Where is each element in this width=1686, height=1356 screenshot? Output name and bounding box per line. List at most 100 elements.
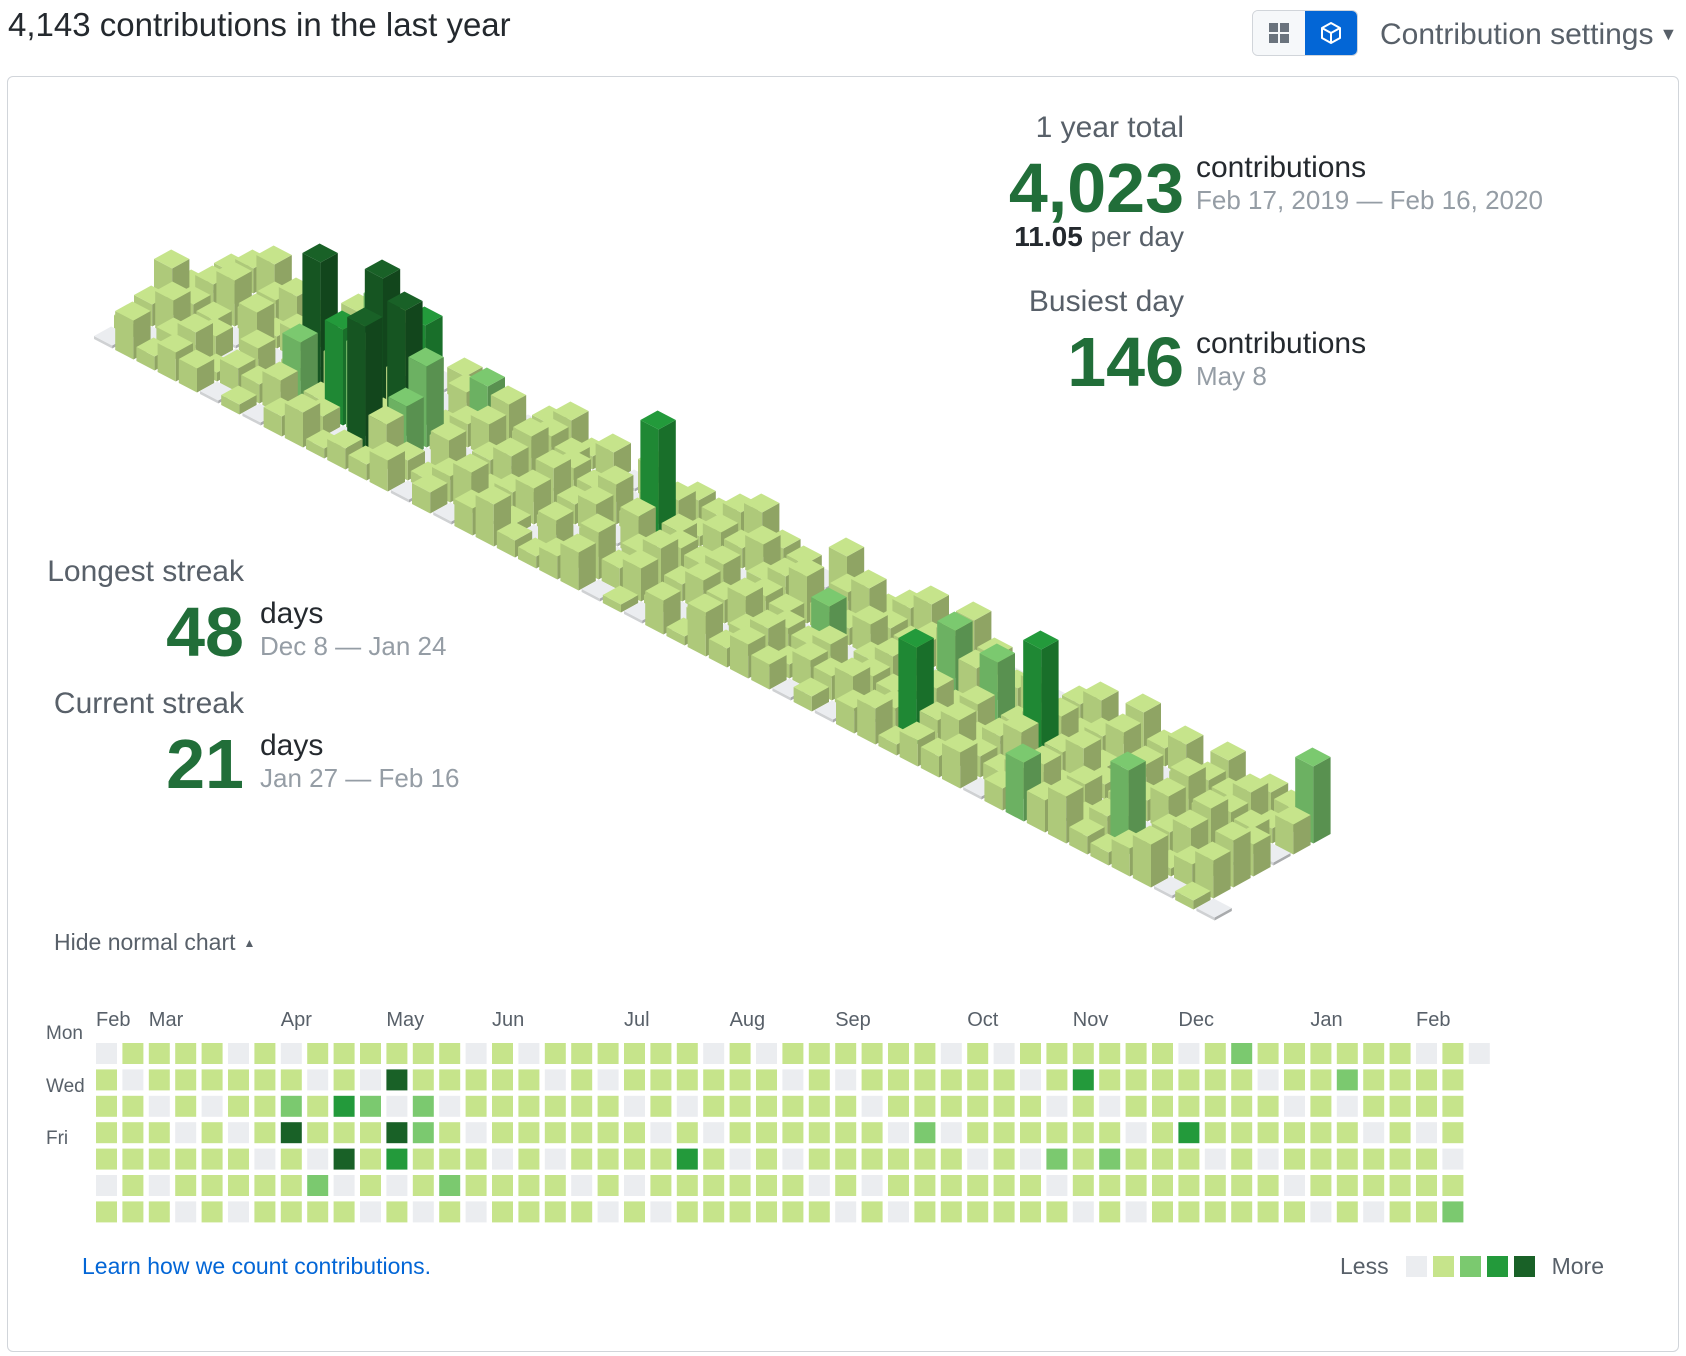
calendar-day-cell[interactable] bbox=[624, 1201, 645, 1223]
calendar-day-cell[interactable] bbox=[1416, 1148, 1437, 1170]
calendar-day-cell[interactable] bbox=[650, 1148, 672, 1170]
calendar-day-cell[interactable] bbox=[1046, 1069, 1068, 1091]
calendar-day-cell[interactable] bbox=[624, 1148, 645, 1170]
calendar-day-cell[interactable] bbox=[1072, 1095, 1094, 1117]
calendar-day-cell[interactable] bbox=[201, 1122, 223, 1144]
calendar-day-cell[interactable] bbox=[439, 1095, 461, 1117]
calendar-day-cell[interactable] bbox=[756, 1095, 777, 1117]
calendar-day-cell[interactable] bbox=[492, 1069, 513, 1091]
calendar-day-cell[interactable] bbox=[1310, 1175, 1332, 1196]
calendar-day-cell[interactable] bbox=[1072, 1148, 1094, 1170]
calendar-day-cell[interactable] bbox=[1389, 1175, 1411, 1196]
calendar-day-cell[interactable] bbox=[940, 1201, 962, 1223]
calendar-day-cell[interactable] bbox=[518, 1069, 540, 1091]
calendar-day-cell[interactable] bbox=[1442, 1201, 1464, 1223]
calendar-day-cell[interactable] bbox=[148, 1095, 170, 1117]
calendar-day-cell[interactable] bbox=[201, 1148, 223, 1170]
calendar-day-cell[interactable] bbox=[1204, 1122, 1226, 1144]
calendar-day-cell[interactable] bbox=[96, 1122, 117, 1144]
calendar-day-cell[interactable] bbox=[148, 1175, 170, 1196]
calendar-day-cell[interactable] bbox=[439, 1148, 461, 1170]
calendar-day-cell[interactable] bbox=[412, 1201, 434, 1223]
calendar-day-cell[interactable] bbox=[518, 1122, 540, 1144]
calendar-day-cell[interactable] bbox=[861, 1148, 883, 1170]
calendar-day-cell[interactable] bbox=[808, 1148, 830, 1170]
calendar-day-cell[interactable] bbox=[1125, 1175, 1147, 1196]
calendar-day-cell[interactable] bbox=[993, 1175, 1015, 1196]
calendar-day-cell[interactable] bbox=[1125, 1095, 1147, 1117]
calendar-day-cell[interactable] bbox=[914, 1095, 936, 1117]
grid-view-button[interactable] bbox=[1253, 11, 1305, 55]
calendar-day-cell[interactable] bbox=[624, 1069, 645, 1091]
calendar-day-cell[interactable] bbox=[914, 1043, 936, 1064]
calendar-day-cell[interactable] bbox=[1310, 1201, 1332, 1223]
calendar-day-cell[interactable] bbox=[571, 1069, 593, 1091]
calendar-day-cell[interactable] bbox=[360, 1175, 381, 1196]
calendar-day-cell[interactable] bbox=[993, 1122, 1015, 1144]
calendar-day-cell[interactable] bbox=[650, 1122, 672, 1144]
calendar-day-cell[interactable] bbox=[1389, 1148, 1411, 1170]
calendar-day-cell[interactable] bbox=[386, 1175, 408, 1196]
calendar-day-cell[interactable] bbox=[1257, 1148, 1279, 1170]
calendar-day-cell[interactable] bbox=[1072, 1201, 1094, 1223]
calendar-day-cell[interactable] bbox=[861, 1122, 883, 1144]
calendar-day-cell[interactable] bbox=[439, 1175, 461, 1196]
calendar-day-cell[interactable] bbox=[1204, 1175, 1226, 1196]
calendar-day-cell[interactable] bbox=[729, 1069, 751, 1091]
learn-how-we-count-link[interactable]: Learn how we count contributions. bbox=[82, 1253, 432, 1279]
calendar-day-cell[interactable] bbox=[1231, 1148, 1253, 1170]
calendar-day-cell[interactable] bbox=[96, 1175, 117, 1196]
calendar-day-cell[interactable] bbox=[940, 1175, 962, 1196]
calendar-day-cell[interactable] bbox=[1416, 1122, 1437, 1144]
calendar-day-cell[interactable] bbox=[1257, 1069, 1279, 1091]
calendar-day-cell[interactable] bbox=[703, 1148, 725, 1170]
calendar-day-cell[interactable] bbox=[888, 1201, 909, 1223]
view-toggle[interactable] bbox=[1252, 10, 1358, 56]
calendar-day-cell[interactable] bbox=[808, 1043, 830, 1064]
calendar-day-cell[interactable] bbox=[729, 1201, 751, 1223]
calendar-day-cell[interactable] bbox=[940, 1069, 962, 1091]
calendar-day-cell[interactable] bbox=[1389, 1069, 1411, 1091]
calendar-day-cell[interactable] bbox=[676, 1095, 698, 1117]
calendar-day-cell[interactable] bbox=[835, 1148, 857, 1170]
calendar-day-cell[interactable] bbox=[703, 1095, 725, 1117]
calendar-day-cell[interactable] bbox=[1152, 1175, 1173, 1196]
calendar-day-cell[interactable] bbox=[1231, 1175, 1253, 1196]
calendar-day-cell[interactable] bbox=[1125, 1122, 1147, 1144]
calendar-day-cell[interactable] bbox=[782, 1095, 804, 1117]
calendar-day-cell[interactable] bbox=[386, 1122, 408, 1144]
calendar-day-cell[interactable] bbox=[782, 1175, 804, 1196]
calendar-day-cell[interactable] bbox=[254, 1148, 276, 1170]
calendar-day-cell[interactable] bbox=[122, 1043, 144, 1064]
calendar-day-cell[interactable] bbox=[1152, 1095, 1173, 1117]
calendar-day-cell[interactable] bbox=[412, 1175, 434, 1196]
calendar-day-cell[interactable] bbox=[1125, 1043, 1147, 1064]
calendar-day-cell[interactable] bbox=[280, 1095, 302, 1117]
calendar-day-cell[interactable] bbox=[729, 1148, 751, 1170]
calendar-day-cell[interactable] bbox=[1125, 1148, 1147, 1170]
calendar-day-cell[interactable] bbox=[96, 1043, 117, 1064]
calendar-day-cell[interactable] bbox=[1336, 1122, 1358, 1144]
calendar-day-cell[interactable] bbox=[782, 1122, 804, 1144]
calendar-day-cell[interactable] bbox=[756, 1148, 777, 1170]
calendar-day-cell[interactable] bbox=[1416, 1069, 1437, 1091]
calendar-day-cell[interactable] bbox=[993, 1148, 1015, 1170]
calendar-day-cell[interactable] bbox=[756, 1175, 777, 1196]
calendar-day-cell[interactable] bbox=[1416, 1095, 1437, 1117]
calendar-day-cell[interactable] bbox=[1442, 1069, 1464, 1091]
calendar-day-cell[interactable] bbox=[360, 1043, 381, 1064]
calendar-day-cell[interactable] bbox=[835, 1069, 857, 1091]
calendar-day-cell[interactable] bbox=[465, 1148, 487, 1170]
calendar-day-cell[interactable] bbox=[993, 1069, 1015, 1091]
calendar-day-cell[interactable] bbox=[412, 1148, 434, 1170]
calendar-day-cell[interactable] bbox=[439, 1043, 461, 1064]
calendar-day-cell[interactable] bbox=[386, 1069, 408, 1091]
calendar-day-cell[interactable] bbox=[412, 1095, 434, 1117]
calendar-day-cell[interactable] bbox=[175, 1043, 197, 1064]
calendar-day-cell[interactable] bbox=[439, 1201, 461, 1223]
calendar-day-cell[interactable] bbox=[1020, 1043, 1041, 1064]
calendar-day-cell[interactable] bbox=[360, 1069, 381, 1091]
calendar-day-cell[interactable] bbox=[1310, 1122, 1332, 1144]
calendar-day-cell[interactable] bbox=[940, 1122, 962, 1144]
calendar-day-cell[interactable] bbox=[782, 1069, 804, 1091]
